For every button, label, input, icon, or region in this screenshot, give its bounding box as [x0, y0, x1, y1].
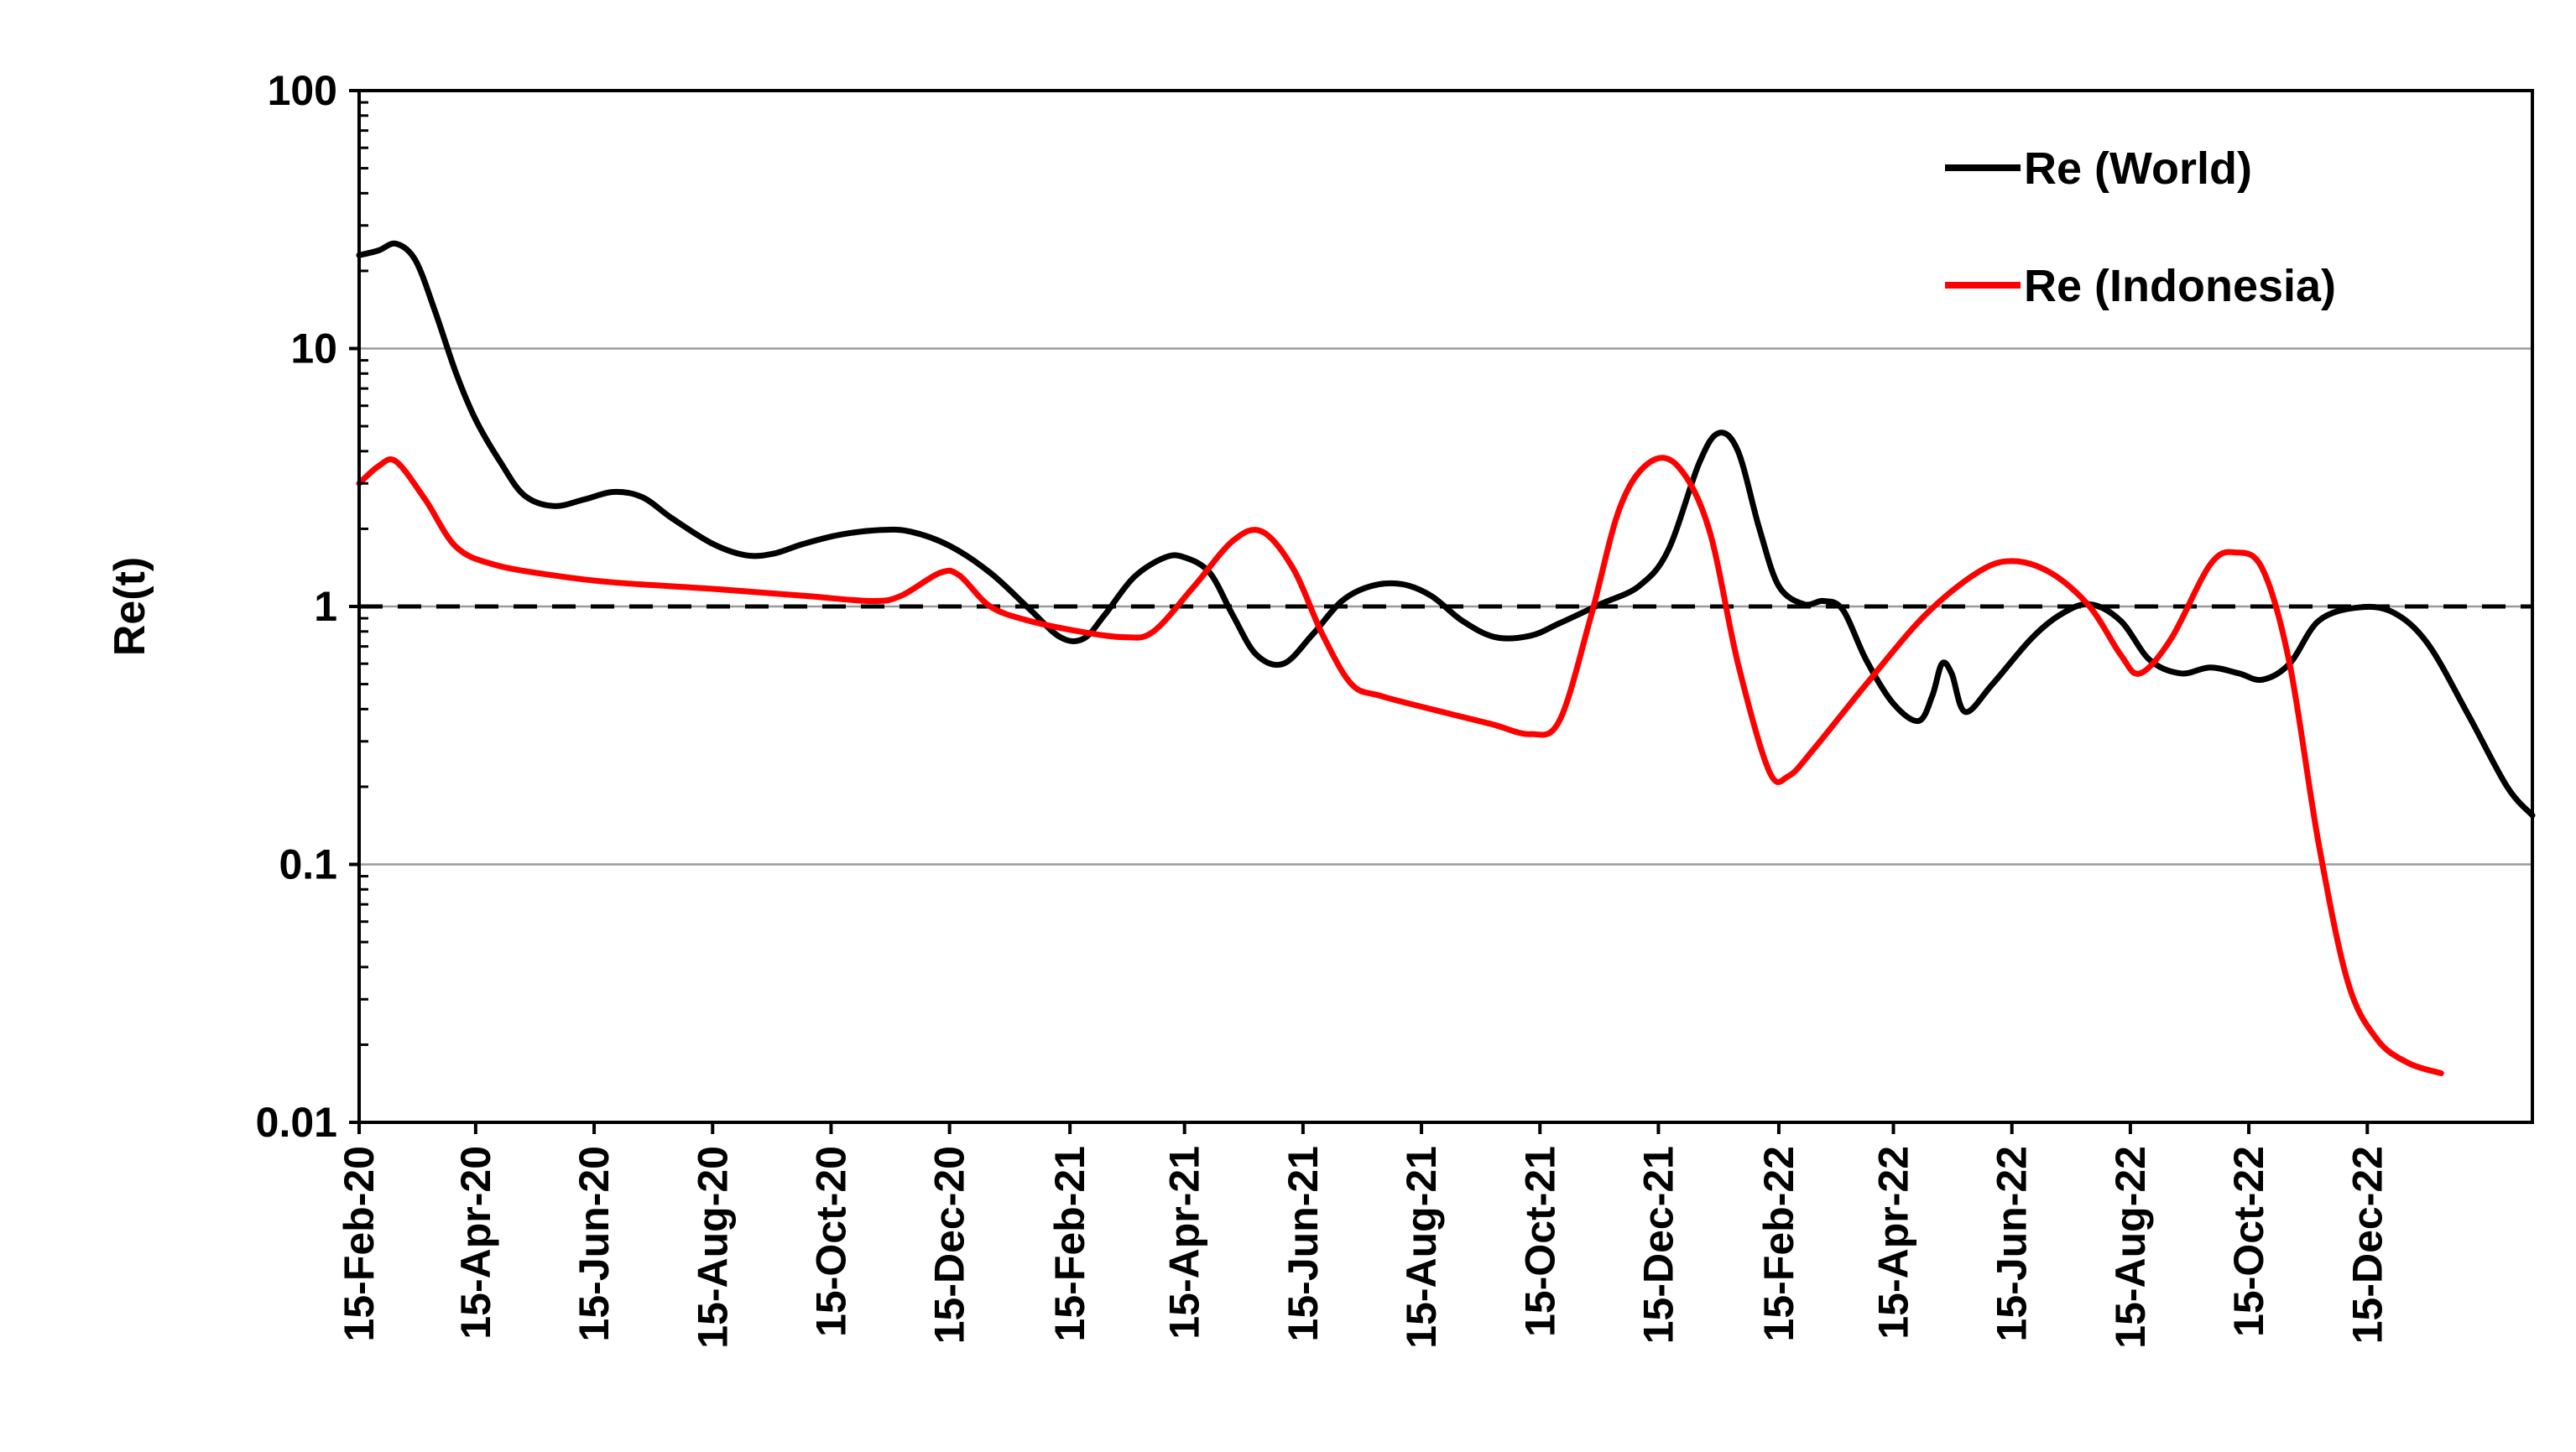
x-tick-label: 15-Aug-22 — [2107, 1146, 2154, 1349]
x-tick-label: 15-Apr-21 — [1161, 1146, 1208, 1340]
y-tick-label: 10 — [290, 325, 337, 372]
x-tick-label: 15-Dec-21 — [1635, 1146, 1682, 1344]
y-tick-label: 0.01 — [256, 1099, 337, 1146]
x-tick-label: 15-Jun-20 — [571, 1146, 618, 1341]
legend-item-world: Re (World) — [1945, 143, 2252, 194]
series-line-world — [356, 240, 2536, 819]
x-tick-label: 15-Aug-21 — [1398, 1146, 1445, 1349]
y-axis: 0.01 0.1 1 10 100 — [256, 67, 368, 1146]
x-tick-label: 15-Dec-22 — [2344, 1146, 2391, 1344]
x-tick-label: 15-Oct-20 — [807, 1146, 854, 1337]
y-tick-label: 0.1 — [279, 841, 337, 888]
x-tick-label: 15-Jun-22 — [1989, 1146, 2036, 1341]
y-axis-title: Re(t) — [106, 557, 154, 656]
y-tick-label: 1 — [314, 583, 337, 630]
x-tick-label: 15-Apr-20 — [452, 1146, 499, 1340]
x-axis: 15-Feb-20 15-Apr-20 15-Jun-20 15-Aug-20 15-O… — [336, 1122, 2391, 1349]
x-tick-label: 15-Dec-20 — [926, 1146, 973, 1344]
x-tick-label: 15-Aug-20 — [689, 1146, 736, 1349]
y-tick-label: 100 — [268, 67, 337, 114]
series-layer — [356, 240, 2536, 1076]
x-tick-label: 15-Apr-22 — [1870, 1146, 1917, 1340]
series-line-indonesia — [356, 455, 2444, 1076]
legend-item-indonesia: Re (Indonesia) — [1945, 261, 2336, 311]
x-tick-label: 15-Jun-21 — [1280, 1146, 1327, 1341]
x-tick-label: 15-Feb-20 — [336, 1146, 383, 1341]
legend-label: Re (Indonesia) — [2024, 261, 2336, 311]
legend: Re (World) Re (Indonesia) — [1945, 143, 2336, 311]
x-tick-label: 15-Feb-22 — [1755, 1146, 1802, 1341]
x-tick-label: 15-Oct-22 — [2225, 1146, 2272, 1337]
x-tick-label: 15-Oct-21 — [1516, 1146, 1563, 1337]
legend-label: Re (World) — [2024, 143, 2252, 194]
x-tick-label: 15-Feb-21 — [1046, 1146, 1093, 1341]
